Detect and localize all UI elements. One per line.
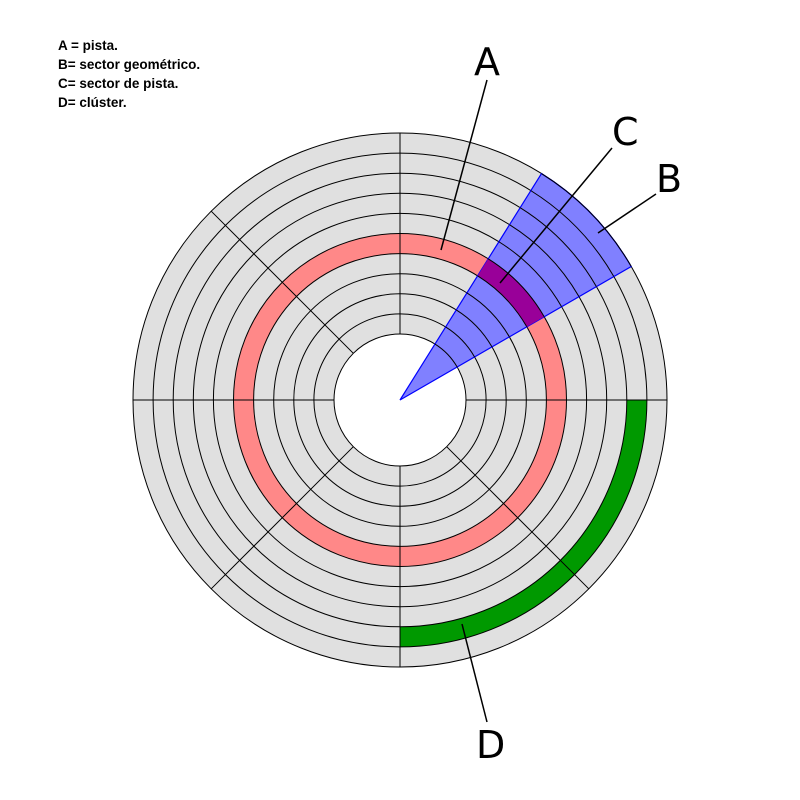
leader-line-a (440, 79, 488, 251)
callouts: A C B D (440, 40, 682, 767)
sector-b-track-arc (509, 224, 580, 297)
sector-divider (210, 210, 354, 354)
callout-label-a: A (474, 40, 500, 84)
leader-line-b (597, 193, 657, 234)
sector-b-track-arc (477, 275, 528, 328)
track-sector-c-highlight (477, 258, 545, 327)
callout-label-d: D (476, 723, 505, 767)
sector-b-track-arc (434, 343, 458, 368)
sector-b-track-arc (541, 173, 632, 267)
sector-b-track-arc (456, 309, 493, 348)
legend-item-d: D= clúster. (58, 95, 127, 110)
leader-line-c (499, 147, 613, 284)
sector-b-track-arc (466, 292, 510, 338)
cluster-d-highlight (400, 400, 647, 647)
sector-divider (210, 446, 354, 590)
callout-label-b: B (656, 157, 682, 201)
legend-item-c: C= sector de pista. (58, 76, 179, 91)
sector-b-track-arc (498, 241, 563, 307)
sector-divider (446, 446, 590, 590)
legend-item-a: A = pista. (58, 38, 118, 53)
callout-label-c: C (612, 110, 639, 154)
leader-line-d (461, 623, 488, 723)
sector-b-track-arc (487, 258, 545, 318)
sector-b-track-arc (445, 326, 475, 358)
disk-platter (132, 132, 668, 668)
legend: A = pista. B= sector geométrico. C= sect… (58, 36, 200, 112)
sector-b-track-arc (530, 190, 615, 277)
sector-b-track-arc (519, 207, 597, 287)
legend-item-b: B= sector geométrico. (58, 57, 201, 72)
